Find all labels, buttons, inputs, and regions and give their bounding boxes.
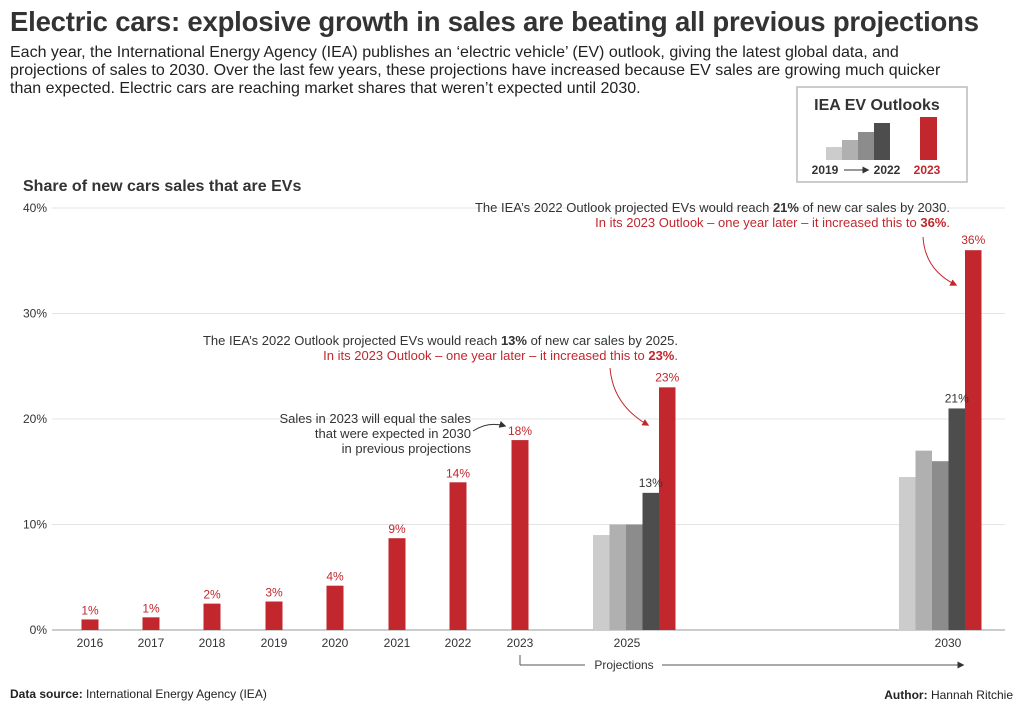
x-tick-label: 2017	[138, 636, 165, 650]
y-tick-label: 40%	[23, 201, 47, 215]
legend-label-from: 2019	[812, 163, 839, 177]
y-tick-label: 30%	[23, 307, 47, 321]
x-tick-label: 2016	[77, 636, 104, 650]
annotation-arrow	[609, 367, 650, 426]
annotation-line-2022-outlook: The IEA’s 2022 Outlook projected EVs wou…	[203, 333, 678, 348]
annotation-2025: The IEA’s 2022 Outlook projected EVs wou…	[203, 333, 678, 426]
author-credit: Author: Hannah Ritchie	[884, 688, 1013, 702]
intro-line: projections of sales to 2030. Over the l…	[10, 62, 941, 79]
x-tick-label: 2020	[322, 636, 349, 650]
legend-swatch-2023	[920, 117, 937, 160]
legend: IEA EV Outlooks 2019 2022 2023	[796, 86, 968, 183]
bar-value-label: 9%	[388, 522, 406, 536]
annotation-line-2023-outlook: In its 2023 Outlook – one year later – i…	[595, 215, 950, 230]
bar-value-label: 2%	[203, 588, 221, 602]
bar-2017	[142, 617, 160, 630]
legend-title: IEA EV Outlooks	[814, 97, 940, 114]
bar-2016	[81, 619, 99, 630]
legend-swatch-2020	[842, 140, 858, 160]
bar-2025-outlook-2020	[609, 524, 626, 630]
annotation-2030: The IEA’s 2022 Outlook projected EVs wou…	[475, 200, 958, 286]
bar-value-label: 1%	[81, 603, 99, 617]
data-source-text: International Energy Agency (IEA)	[86, 687, 267, 701]
annotation-2023-sales: Sales in 2023 will equal the sales that …	[279, 411, 507, 456]
chart-title: Share of new cars sales that are EVs	[23, 178, 301, 195]
bar-2022	[449, 482, 467, 630]
bar-2018	[203, 603, 221, 630]
bar-2030-outlook-2022	[948, 408, 965, 630]
annotation-line: in previous projections	[342, 441, 472, 456]
bar-value-label: 13%	[639, 476, 663, 490]
bar-2030-outlook-2019	[899, 477, 916, 630]
bar-value-label: 14%	[446, 466, 470, 480]
bar-2025-outlook-2021	[626, 524, 643, 630]
x-tick-label: 2019	[261, 636, 288, 650]
bar-2030-outlook-2021	[932, 461, 949, 630]
bar-value-label: 18%	[508, 424, 532, 438]
bar-2021	[388, 538, 406, 630]
bar-value-label: 36%	[961, 233, 985, 247]
x-tick-label: 2021	[384, 636, 411, 650]
x-tick-label: 2030	[935, 636, 962, 650]
author-name: Hannah Ritchie	[930, 688, 1013, 702]
x-tick-label: 2023	[507, 636, 534, 650]
x-tick-label: 2018	[199, 636, 226, 650]
intro-line: than expected. Electric cars are reachin…	[10, 80, 641, 97]
y-tick-label: 0%	[30, 623, 48, 637]
bars	[81, 250, 982, 630]
annotation-arrow	[472, 421, 507, 432]
bar-value-label: 4%	[326, 570, 344, 584]
legend-swatch-2022	[874, 123, 890, 160]
x-tick-label: 2022	[445, 636, 472, 650]
bar-2030-outlook-2023	[965, 250, 982, 630]
bar-2025-outlook-2022	[642, 492, 659, 630]
bar-2030-outlook-2020	[915, 450, 932, 630]
data-source-label: Data source:	[10, 687, 83, 701]
bar-2025-outlook-2023	[659, 387, 676, 630]
intro-line: Each year, the International Energy Agen…	[10, 44, 899, 61]
bar-2025-outlook-2019	[593, 535, 610, 630]
legend-swatch-2021	[858, 132, 874, 160]
legend-label-latest: 2023	[914, 163, 941, 177]
annotation-line: that were expected in 2030	[315, 426, 471, 441]
annotation-line: Sales in 2023 will equal the sales	[279, 411, 471, 426]
projections-label: Projections	[594, 658, 653, 672]
bar-2023	[511, 440, 529, 630]
bar-value-label: 3%	[265, 586, 283, 600]
bar-value-label: 1%	[142, 601, 160, 615]
bar-value-label: 23%	[655, 370, 679, 384]
annotation-arrow	[922, 236, 958, 286]
data-source: Data source: International Energy Agency…	[10, 687, 267, 701]
intro-paragraph: Each year, the International Energy Agen…	[10, 44, 1015, 98]
projections-axis: Projections	[519, 655, 965, 672]
x-axis-ticks: 2016 2017 2018 2019 2020 2021 2022 2023 2025 2030	[77, 636, 962, 650]
annotation-line-2023-outlook: In its 2023 Outlook – one year later – i…	[323, 348, 678, 363]
page-title: Electric cars: explosive growth in sales…	[10, 6, 979, 37]
y-tick-label: 10%	[23, 518, 47, 532]
bar-value-label: 21%	[945, 391, 969, 405]
y-tick-label: 20%	[23, 412, 47, 426]
bar-2019	[265, 601, 283, 630]
legend-label-to: 2022	[874, 163, 901, 177]
bar-labels: 1% 1% 2% 3% 4% 9% 14% 18% 13% 23% 21% 36%	[81, 233, 985, 617]
annotation-line-2022-outlook: The IEA’s 2022 Outlook projected EVs wou…	[475, 200, 950, 215]
legend-swatch-2019	[826, 147, 842, 160]
bar-2020	[326, 585, 344, 630]
author-label: Author:	[884, 688, 928, 702]
y-axis-ticks: 0% 10% 20% 30% 40%	[23, 201, 47, 637]
x-tick-label: 2025	[614, 636, 641, 650]
